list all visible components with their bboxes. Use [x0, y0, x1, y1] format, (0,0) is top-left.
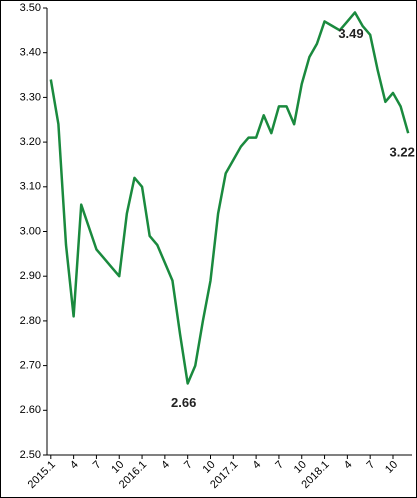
- y-tick-label: 3.30: [20, 91, 41, 103]
- y-tick-label: 3.50: [20, 2, 41, 14]
- x-tick-label: 4: [342, 459, 355, 472]
- x-tick-label: 7: [273, 459, 286, 472]
- x-tick-label: 10: [383, 459, 400, 476]
- y-tick-label: 3.10: [20, 181, 41, 193]
- x-tick-label: 7: [91, 459, 104, 472]
- y-tick-label: 3.40: [20, 47, 41, 59]
- x-tick-label: 2015.1: [26, 459, 58, 491]
- y-tick-label: 2.90: [20, 270, 41, 282]
- y-tick-label: 2.70: [20, 360, 41, 372]
- y-tick-label: 3.20: [20, 136, 41, 148]
- x-tick-label: 10: [109, 459, 126, 476]
- line-series: [49, 11, 410, 385]
- x-tick-label: 4: [68, 459, 81, 472]
- y-tick-label: 2.60: [20, 404, 41, 416]
- y-tick-label: 2.80: [20, 315, 41, 327]
- y-tick-label: 3.00: [20, 225, 41, 237]
- x-tick-label: 10: [201, 459, 218, 476]
- data-label: 3.22: [390, 145, 415, 160]
- y-tick-label: 2.50: [20, 449, 41, 461]
- x-tick-label: 4: [159, 459, 172, 472]
- data-label: 3.49: [338, 26, 363, 41]
- x-tick-label: 7: [365, 459, 378, 472]
- x-tick-label: 7: [182, 459, 195, 472]
- data-label: 2.66: [171, 395, 196, 410]
- x-tick-label: 10: [292, 459, 309, 476]
- x-tick-label: 4: [250, 459, 263, 472]
